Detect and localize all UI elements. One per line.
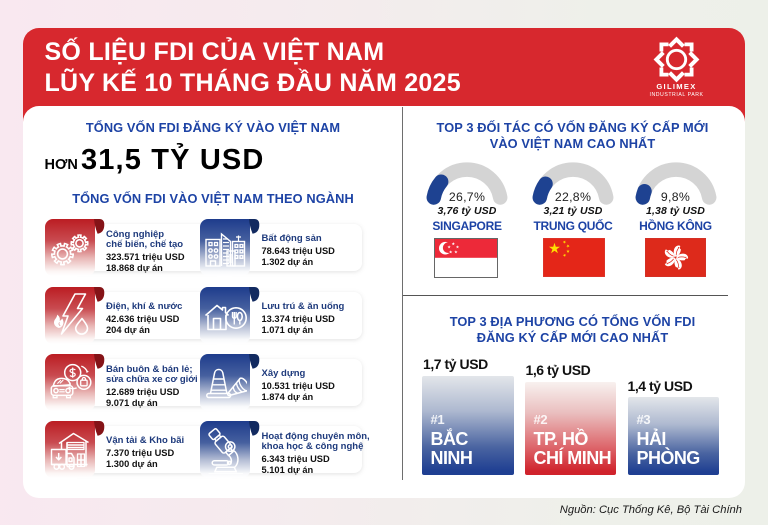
svg-text:INDUSTRIAL PARK: INDUSTRIAL PARK — [649, 91, 703, 97]
svg-text:GILIMEX: GILIMEX — [656, 82, 696, 91]
